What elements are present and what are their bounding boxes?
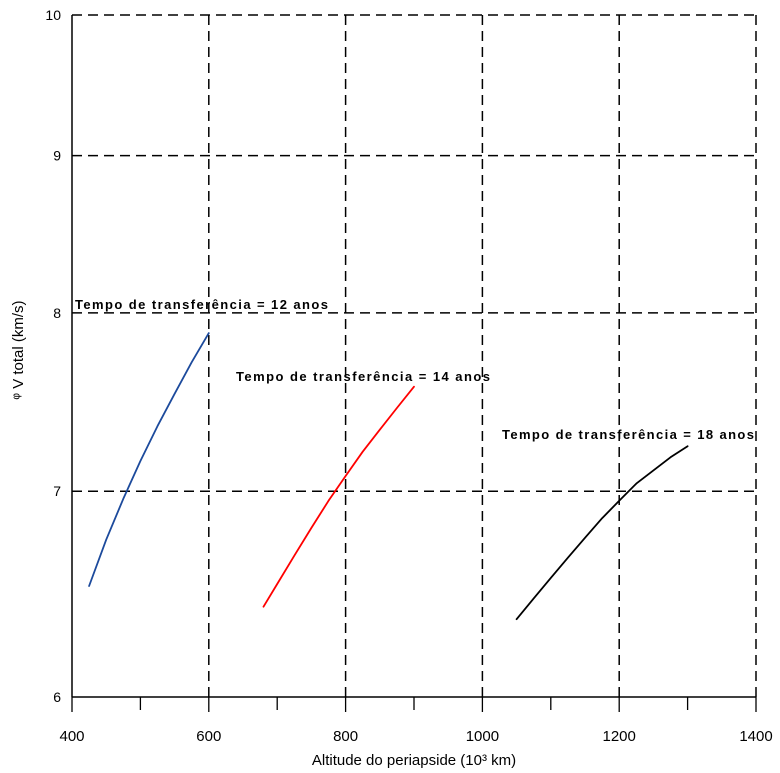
x-axis-ticks [71, 697, 757, 712]
gridlines [72, 14, 757, 697]
y-tick-label-9: 9 [53, 148, 61, 164]
series-line-2 [515, 445, 689, 621]
series-line-0 [88, 332, 210, 587]
y-tick-label-8: 8 [53, 305, 61, 321]
y-tick-label-6: 6 [53, 689, 61, 705]
x-tick-label-400: 400 [59, 728, 84, 745]
x-tick-label-1200: 1200 [603, 728, 636, 745]
x-tick-label-800: 800 [333, 728, 358, 745]
x-axis-tick-labels: 400 600 800 1000 1200 1400 [59, 728, 772, 745]
x-axis-title: Altitude do periapside (10³ km) [312, 752, 516, 769]
y-tick-label-10: 10 [45, 7, 61, 23]
y-axis-tick-labels: 6 7 8 9 10 [45, 7, 61, 705]
series-lines [88, 332, 689, 621]
x-tick-label-1400: 1400 [739, 728, 772, 745]
series-line-1 [262, 385, 415, 608]
series-label-12-anos: Tempo de transferência = 12 anos [75, 297, 328, 312]
y-axis-title: ᵠ V total (km/s) [10, 300, 27, 399]
series-label-14-anos: Tempo de transferência = 14 anos [236, 369, 490, 384]
y-tick-label-7: 7 [53, 483, 61, 499]
series-label-18-anos: Tempo de transferência = 18 anos [502, 427, 754, 442]
x-tick-label-600: 600 [196, 728, 221, 745]
x-tick-label-1000: 1000 [466, 728, 499, 745]
